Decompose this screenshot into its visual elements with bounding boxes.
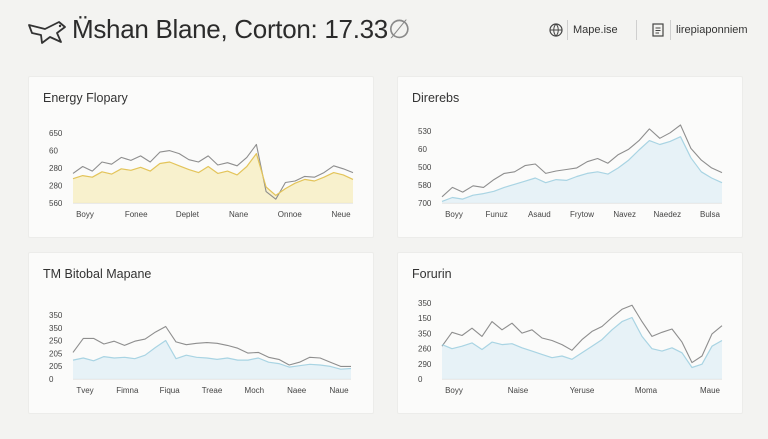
header-link-lirepia[interactable]: lirepiaponniem	[676, 24, 748, 36]
chart-card-energy: Energy Flopary 650 60 280 280 560 Boyy Fonee De…	[28, 76, 374, 238]
x-tick-label: Treae	[202, 386, 223, 395]
y-tick-label: 530	[418, 127, 432, 136]
x-tick-label: Boyy	[445, 210, 463, 219]
x-tick-label: Navez	[613, 210, 636, 219]
x-tick-label: Boyy	[445, 386, 463, 395]
page-title-text: M̈shan Blane, Corton: 17.33	[72, 14, 388, 44]
bird-logo-icon	[28, 21, 66, 44]
x-tick-label: Neue	[331, 210, 351, 219]
y-tick-label: 350	[49, 324, 63, 333]
x-tick-label: Tvey	[76, 386, 93, 395]
y-tick-label: 350	[418, 329, 432, 338]
x-tick-label: Asaud	[528, 210, 551, 219]
x-tick-label: Maue	[700, 386, 721, 395]
chart-energy: 650 60 280 280 560 Boyy Fonee Deplet Nane Onnoe Ne…	[49, 129, 354, 219]
series-area	[442, 136, 722, 203]
y-tick-label: 0	[49, 375, 54, 384]
title-glyph: ∅	[387, 14, 411, 44]
y-tick-label: 260	[418, 345, 432, 354]
y-tick-label: 60	[49, 147, 58, 156]
y-tick-label: 0	[418, 375, 423, 384]
chart-card-forurin: Forurin 350 150 350 260 290 0 Boyy Naise Yeruse M…	[397, 252, 743, 414]
x-tick-label: Nane	[229, 210, 249, 219]
x-tick-label: Moma	[635, 386, 658, 395]
series-area	[73, 340, 351, 379]
document-icon[interactable]	[650, 22, 666, 38]
series-line-secondary	[441, 316, 723, 369]
header-link-mape[interactable]: Mape.ise	[573, 24, 618, 36]
y-tick-label: 280	[49, 182, 63, 191]
y-tick-label: 560	[49, 199, 63, 208]
chart-title: Forurin	[412, 267, 452, 281]
chart-title: Energy Flopary	[43, 91, 128, 105]
x-tick-label: Bulsa	[700, 210, 721, 219]
header-divider	[567, 20, 568, 40]
y-tick-label: 280	[49, 164, 63, 173]
chart-forurin: 350 150 350 260 290 0 Boyy Naise Yeruse Moma Maue	[418, 299, 723, 395]
globe-icon[interactable]	[548, 22, 564, 38]
y-tick-label: 205	[49, 362, 63, 371]
y-tick-label: 650	[49, 129, 63, 138]
y-tick-label: 290	[418, 360, 432, 369]
chart-card-bitobal: TM Bitobal Mapane 350 350 250 205 205 0 Tvey Fi…	[28, 252, 374, 414]
y-tick-label: 350	[49, 311, 63, 320]
x-tick-label: Yeruse	[570, 386, 595, 395]
x-tick-label: Onnoe	[278, 210, 303, 219]
y-tick-label: 700	[418, 199, 432, 208]
series-line-primary	[441, 124, 723, 198]
x-tick-label: Fiqua	[160, 386, 181, 395]
series-line-primary	[441, 304, 723, 364]
series-area	[442, 317, 722, 379]
x-tick-label: Funuz	[486, 210, 508, 219]
series-line-secondary	[72, 153, 354, 196]
y-tick-label: 350	[418, 299, 432, 308]
series-line-primary	[72, 325, 351, 367]
series-line-secondary	[72, 339, 352, 370]
x-tick-label: Frytow	[570, 210, 594, 219]
series-line-secondary	[441, 136, 723, 202]
chart-direrebs: 530 60 500 580 700 Boyy Funuz Asaud Frytow Navez N…	[418, 124, 723, 219]
x-tick-label: Deplet	[176, 210, 200, 219]
x-tick-label: Moch	[245, 386, 265, 395]
x-tick-label: Naise	[508, 386, 529, 395]
x-tick-label: Boyy	[76, 210, 94, 219]
x-tick-label: Fimna	[116, 386, 139, 395]
y-tick-label: 500	[418, 163, 432, 172]
header-divider	[670, 20, 671, 40]
y-tick-label: 580	[418, 181, 432, 190]
x-tick-label: Fonee	[125, 210, 148, 219]
x-tick-label: Naedez	[654, 210, 682, 219]
y-tick-label: 150	[418, 314, 432, 323]
header-divider	[636, 20, 637, 40]
header: M̈shan Blane, Corton: 17.33∅ Mape.ise li…	[0, 0, 768, 60]
x-tick-label: Naue	[329, 386, 349, 395]
chart-bitobal: 350 350 250 205 205 0 Tvey Fimna Fiqua Treae Moch N…	[49, 311, 352, 395]
series-line-primary	[72, 143, 354, 200]
chart-title: Direrebs	[412, 91, 460, 105]
x-tick-label: Naee	[287, 386, 307, 395]
y-tick-label: 205	[49, 349, 63, 358]
y-tick-label: 60	[418, 145, 427, 154]
y-tick-label: 250	[49, 337, 63, 346]
chart-title: TM Bitobal Mapane	[43, 267, 152, 281]
chart-card-direrebs: Direrebs 530 60 500 580 700 Boyy Funuz Asaud Fry…	[397, 76, 743, 238]
page-title: M̈shan Blane, Corton: 17.33∅	[72, 14, 411, 45]
